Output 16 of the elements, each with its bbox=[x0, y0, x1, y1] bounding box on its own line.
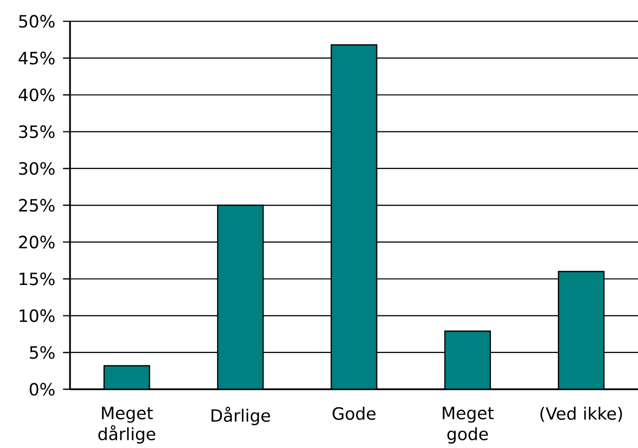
x-tick-label: Meget gode bbox=[442, 406, 494, 444]
y-tick-label: 10% bbox=[20, 309, 55, 322]
y-tick-label: 40% bbox=[18, 88, 55, 102]
y-tick-label: 35% bbox=[19, 125, 55, 138]
x-tick-label: Dårlige bbox=[212, 406, 270, 426]
y-tick-label: 30% bbox=[19, 162, 55, 175]
y-tick-label: 45% bbox=[18, 52, 55, 64]
y-tick-label: 25% bbox=[19, 198, 55, 212]
y-tick-label: 15% bbox=[20, 272, 55, 286]
y-tick-label: 5% bbox=[30, 346, 55, 359]
y-tick-label: 0% bbox=[30, 382, 55, 396]
x-tick-label: (Ved ikke) bbox=[540, 406, 622, 422]
x-tick-label: Meget dårlige bbox=[98, 406, 156, 444]
y-tick-label: 50% bbox=[19, 14, 55, 28]
x-tick-label: Gode bbox=[332, 406, 376, 420]
y-tick-label: 20% bbox=[19, 236, 55, 248]
